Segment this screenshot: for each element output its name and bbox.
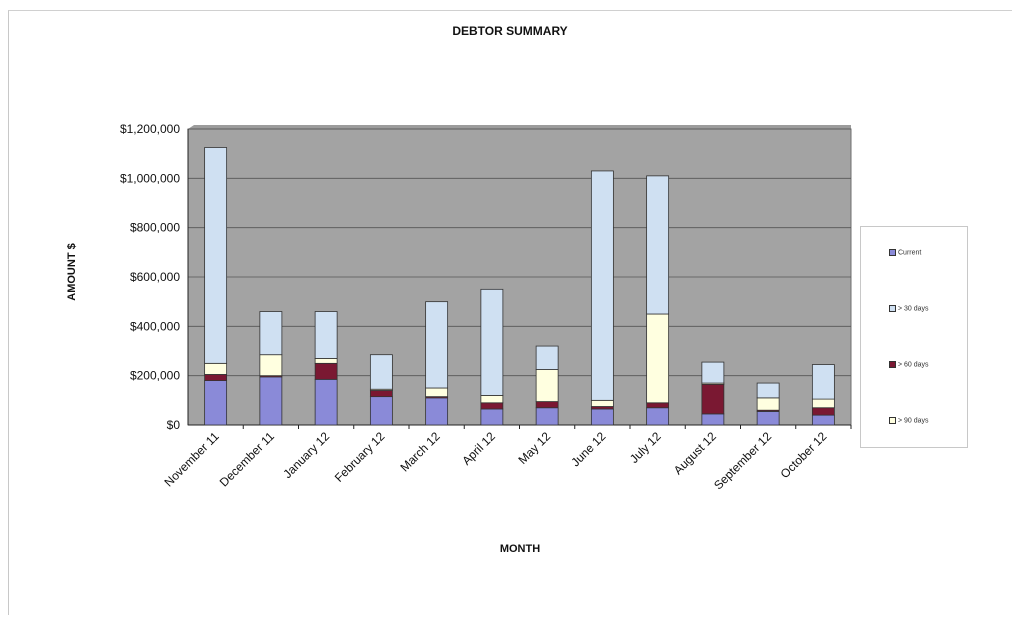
legend: Current > 30 days > 60 days > 90 days <box>860 226 968 448</box>
bar-segment <box>314 362 338 380</box>
x-tick-label: January 12 <box>280 429 332 481</box>
bar-segment <box>646 402 670 409</box>
x-tick-label: June 12 <box>568 429 608 469</box>
bar-segment <box>756 411 780 426</box>
bar-segment <box>314 311 338 359</box>
x-tick-label: September 12 <box>711 429 774 492</box>
bar-segment <box>259 311 283 356</box>
bar-segment <box>204 380 228 426</box>
x-tick-label: March 12 <box>397 429 443 475</box>
bar-segment <box>756 382 780 399</box>
bar-segment <box>259 354 283 377</box>
bar-segment <box>204 374 228 381</box>
bar-segment <box>646 175 670 315</box>
bar-segment <box>314 357 338 364</box>
legend-swatch-30-days <box>889 305 896 312</box>
y-tick-label: $600,000 <box>130 270 180 284</box>
legend-item-current: Current <box>889 249 921 256</box>
y-tick-label: $200,000 <box>130 369 180 383</box>
legend-label-current: Current <box>898 249 922 257</box>
legend-label-60-days: > 60 days <box>898 361 929 369</box>
bar-segment <box>480 408 504 426</box>
legend-item-60-days: > 60 days <box>889 361 929 368</box>
x-tick-label: July 12 <box>627 429 664 466</box>
bar-segment <box>590 170 614 401</box>
bar-segment <box>369 390 393 398</box>
legend-label-30-days: > 30 days <box>898 305 929 313</box>
bar-segment <box>811 407 835 416</box>
bar-segment <box>701 383 725 415</box>
y-tick-label: $800,000 <box>130 221 180 235</box>
bar-segment <box>701 361 725 384</box>
bar-segment <box>314 378 338 426</box>
bar-segment <box>369 396 393 426</box>
x-tick-label: April 12 <box>459 429 498 468</box>
bar-segment <box>259 376 283 426</box>
x-tick-label: November 11 <box>162 429 222 489</box>
y-tick-label: $0 <box>167 418 181 432</box>
bar-segment <box>480 402 504 410</box>
bar-segment <box>756 397 780 411</box>
y-tick-label: $1,200,000 <box>120 122 180 136</box>
x-tick-label: December 11 <box>217 429 277 489</box>
legend-item-30-days: > 30 days <box>889 305 929 312</box>
bar-segment <box>811 414 835 426</box>
y-tick-label: $1,000,000 <box>120 171 180 185</box>
page-border <box>8 10 1012 615</box>
bar-segment <box>369 354 393 390</box>
bar-segment <box>480 288 504 396</box>
legend-item-90-days: > 90 days <box>889 417 929 424</box>
bar-segment <box>811 398 835 409</box>
bar-segment <box>425 387 449 398</box>
bar-segment <box>590 408 614 426</box>
bar-segment <box>811 364 835 400</box>
x-tick-label: February 12 <box>332 429 388 485</box>
y-tick-label: $400,000 <box>130 319 180 333</box>
bar-segment <box>701 413 725 426</box>
bar-segment <box>535 369 559 402</box>
legend-swatch-90-days <box>889 417 896 424</box>
legend-swatch-60-days <box>889 361 896 368</box>
bar-segment <box>590 399 614 407</box>
x-tick-label: May 12 <box>516 429 554 467</box>
chart-title: DEBTOR SUMMARY <box>452 24 568 38</box>
bar-segment <box>646 313 670 404</box>
x-axis-title: MONTH <box>499 543 541 555</box>
x-tick-label: August 12 <box>671 429 719 477</box>
bar-segment <box>425 301 449 389</box>
bar-segment <box>646 407 670 426</box>
bar-segment <box>535 345 559 370</box>
legend-label-90-days: > 90 days <box>898 417 929 425</box>
bar-segment <box>535 407 559 426</box>
bar-segment <box>204 147 228 364</box>
bar-segment <box>425 397 449 426</box>
x-tick-label: October 12 <box>778 429 830 481</box>
legend-swatch-current <box>889 249 896 256</box>
bar-segment <box>535 401 559 409</box>
bar-segment <box>480 394 504 404</box>
bar-segment <box>204 362 228 375</box>
